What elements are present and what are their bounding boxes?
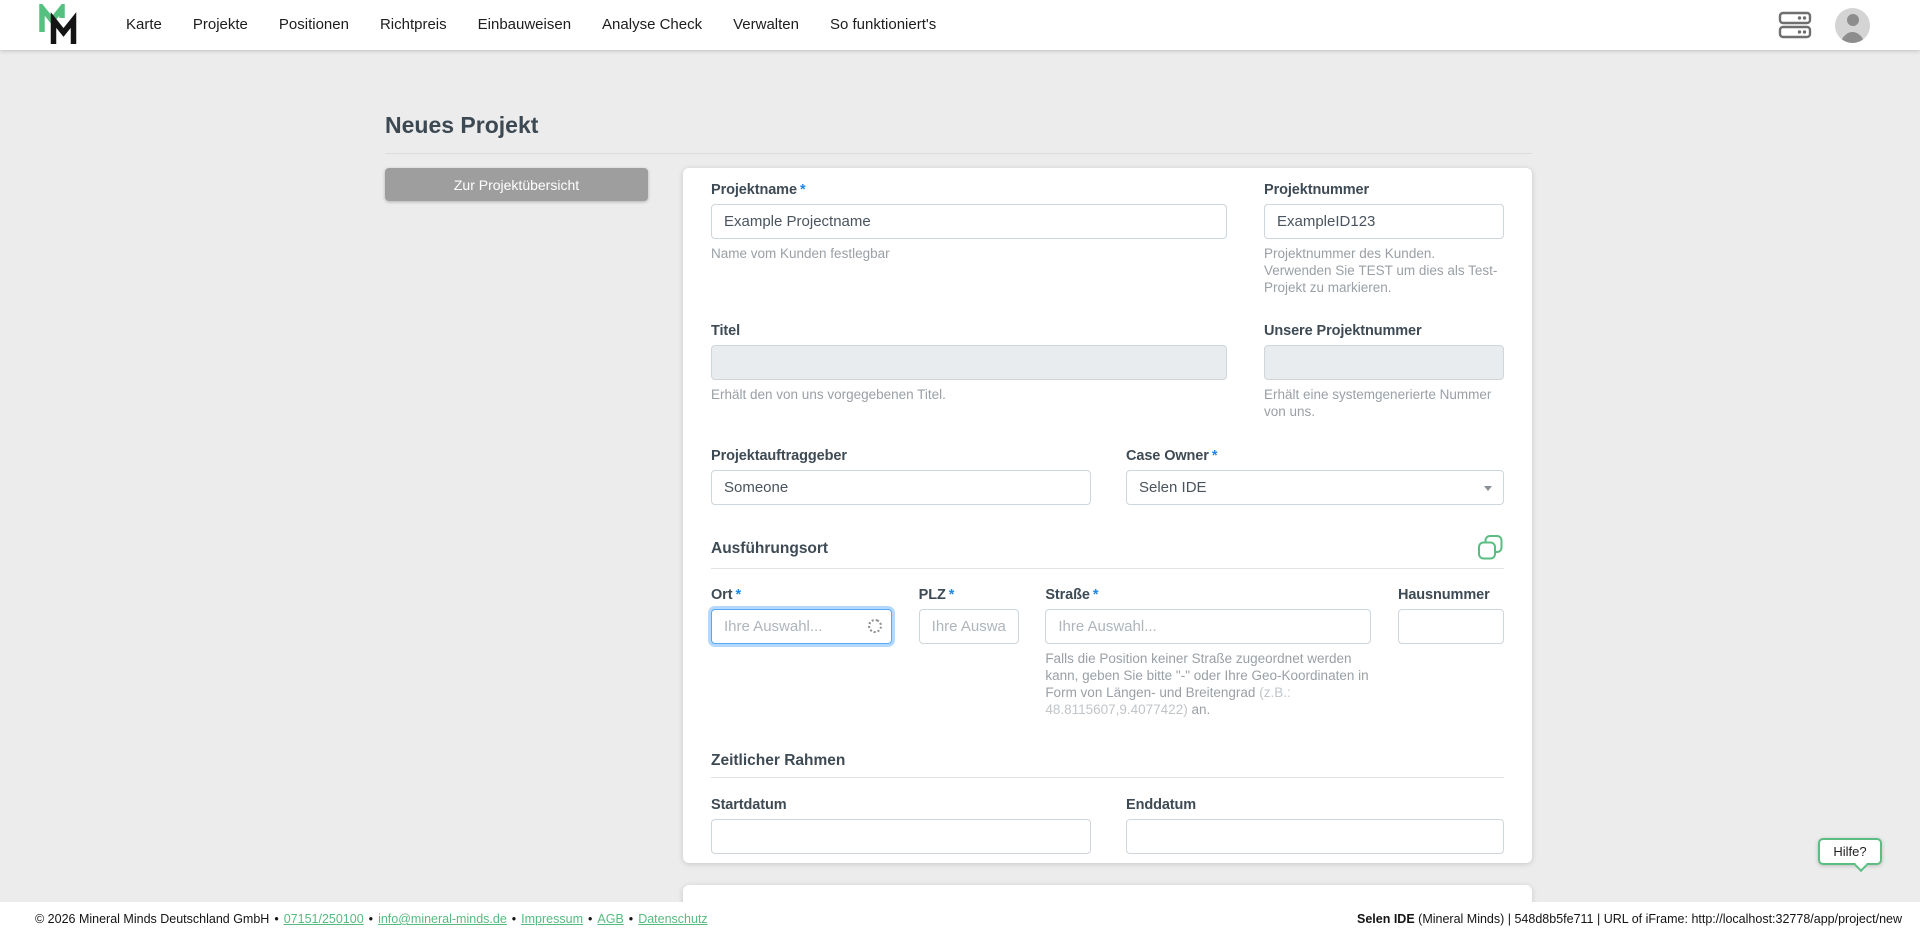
section-zeitlicher-rahmen: Zeitlicher Rahmen [711, 752, 1504, 778]
startdatum-input[interactable] [711, 819, 1091, 854]
header-actions [1778, 7, 1870, 43]
help-button-label: Hilfe? [1833, 844, 1867, 859]
projektname-label: Projektname * [711, 182, 806, 198]
nav-item-positionen[interactable]: Positionen [278, 16, 349, 33]
footer-left: © 2026 Mineral Minds Deutschland GmbH • … [35, 912, 708, 926]
required-marker: * [948, 587, 955, 603]
unsere-projektnummer-label: Unsere Projektnummer [1264, 323, 1422, 339]
unsere-projektnummer-input [1264, 345, 1504, 380]
ausfuehrungsort-title: Ausführungsort [711, 540, 829, 557]
nav-item-richtpreis[interactable]: Richtpreis [379, 16, 447, 33]
footer-bar: © 2026 Mineral Minds Deutschland GmbH • … [0, 902, 1920, 943]
projektname-helper: Name vom Kunden festlegbar [711, 246, 890, 261]
projektnummer-input[interactable] [1264, 204, 1504, 239]
enddatum-input[interactable] [1126, 819, 1504, 854]
required-marker: * [799, 182, 806, 198]
back-to-project-overview-button[interactable]: Zur Projektübersicht [385, 168, 648, 201]
row-address: Ort* PLZ* Straße* Falls die Position kei… [711, 587, 1504, 718]
nav-item-einbauweisen[interactable]: Einbauweisen [477, 16, 572, 33]
projektname-input[interactable] [711, 204, 1227, 239]
zeitlicher-rahmen-title: Zeitlicher Rahmen [711, 752, 846, 769]
hausnummer-input[interactable] [1397, 609, 1504, 644]
section-divider [711, 777, 1504, 778]
top-navigation-bar: Karte Projekte Positionen Richtpreis Ein… [0, 0, 1920, 50]
footer-link-impressum[interactable]: Impressum [521, 912, 583, 926]
help-button[interactable]: Hilfe? [1818, 838, 1882, 873]
ort-input[interactable] [711, 609, 892, 644]
titel-label: Titel [711, 323, 741, 339]
main-nav: Karte Projekte Positionen Richtpreis Ein… [126, 0, 936, 50]
nav-item-verwalten[interactable]: Verwalten [733, 16, 799, 33]
titel-input [711, 345, 1227, 380]
avatar-shoulders-shape [1840, 31, 1865, 43]
required-marker: * [735, 587, 741, 603]
footer-link-phone[interactable]: 07151/250100 [283, 912, 364, 926]
avatar-head-shape [1846, 13, 1859, 26]
ort-label: Ort * [711, 587, 741, 603]
row-dates: Startdatum Enddatum [711, 797, 1504, 854]
server-icon[interactable] [1778, 11, 1812, 39]
case-owner-value: Selen IDE [1139, 479, 1207, 496]
nav-item-projekte[interactable]: Projekte [192, 16, 248, 33]
enddatum-label: Enddatum [1126, 797, 1197, 813]
chevron-down-icon [1484, 486, 1492, 491]
mineral-minds-logo-icon[interactable] [38, 4, 78, 46]
nav-item-karte[interactable]: Karte [126, 16, 162, 33]
case-owner-label: Case Owner * [1126, 448, 1218, 464]
section-ausfuehrungsort: Ausführungsort [711, 535, 1504, 569]
required-marker: * [1092, 587, 1099, 603]
title-divider [385, 153, 1532, 154]
titel-helper: Erhält den von uns vorgegebenen Titel. [711, 387, 946, 402]
projektnummer-helper: Projektnummer des Kunden. Verwenden Sie … [1264, 246, 1498, 295]
footer-link-email[interactable]: info@mineral-minds.de [378, 912, 507, 926]
footer-session-info: Selen IDE (Mineral Minds) | 548d8b5fe711… [1357, 912, 1902, 926]
footer-link-agb[interactable]: AGB [597, 912, 624, 926]
nav-item-analyse-check[interactable]: Analyse Check [602, 16, 703, 33]
case-owner-select[interactable]: Selen IDE [1126, 470, 1504, 505]
row-titel-unsere-projektnummer: Titel Erhält den von uns vorgegebenen Ti… [711, 323, 1504, 420]
footer-link-datenschutz[interactable]: Datenschutz [638, 912, 708, 926]
row-projektname-projektnummer: Projektname* Name vom Kunden festlegbar … [711, 182, 1504, 296]
new-project-form-card: Projektname* Name vom Kunden festlegbar … [683, 168, 1532, 863]
projektnummer-label: Projektnummer [1264, 182, 1370, 198]
footer-copyright: © 2026 Mineral Minds Deutschland GmbH [35, 912, 270, 926]
plz-label: PLZ * [918, 587, 955, 603]
hausnummer-label: Hausnummer [1397, 587, 1490, 603]
plz-input[interactable] [918, 609, 1019, 644]
help-bubble-tail [1853, 857, 1869, 873]
strasse-label: Straße * [1045, 587, 1099, 603]
row-auftraggeber-caseowner: Projektauftraggeber Case Owner* Selen ID… [711, 448, 1504, 505]
strasse-input[interactable] [1045, 609, 1372, 644]
section-divider [711, 568, 1504, 569]
required-marker: * [1211, 448, 1218, 464]
page-title: Neues Projekt [385, 112, 539, 138]
startdatum-label: Startdatum [711, 797, 787, 813]
projektauftraggeber-label: Projektauftraggeber [711, 448, 847, 464]
strasse-helper: Falls die Position keiner Straße zugeord… [1045, 651, 1369, 717]
copy-address-icon[interactable] [1477, 534, 1504, 561]
unsere-projektnummer-helper: Erhält eine systemgenerierte Nummer von … [1264, 387, 1492, 419]
projektauftraggeber-input[interactable] [711, 470, 1091, 505]
user-avatar[interactable] [1835, 7, 1870, 43]
nav-item-so-funktionierts[interactable]: So funktioniert's [829, 16, 937, 33]
